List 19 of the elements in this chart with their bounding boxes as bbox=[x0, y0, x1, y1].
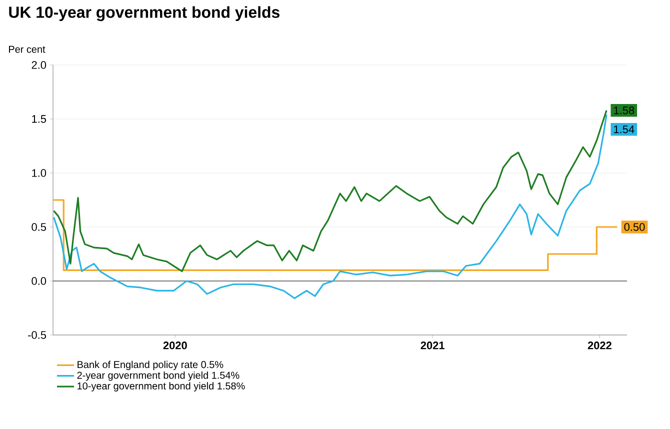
line-series bbox=[52, 110, 608, 272]
y-tick-label: 1.5 bbox=[32, 115, 46, 123]
y-tick-label: 0.5 bbox=[32, 223, 46, 231]
data-label: 0.50 bbox=[624, 223, 645, 231]
y-tick-label: 1.0 bbox=[32, 169, 46, 177]
y-tick-label: 2.0 bbox=[32, 61, 46, 69]
chart-title: UK 10-year government bond yields bbox=[9, 6, 280, 22]
x-tick-label: 2021 bbox=[420, 342, 444, 350]
line-series bbox=[52, 114, 608, 300]
y-axis-title: Per cent bbox=[9, 46, 46, 53]
y-tick-label: 0.0 bbox=[32, 277, 46, 285]
x-tick-label: 2020 bbox=[163, 342, 187, 350]
x-tick-label: 2022 bbox=[588, 342, 612, 350]
legend-label: 2-year government bond yield 1.54% bbox=[77, 371, 240, 381]
data-label: 1.54 bbox=[614, 126, 634, 134]
legend-label: 10-year government bond yield 1.58% bbox=[78, 382, 245, 392]
legend-label: Bank of England policy rate 0.5% bbox=[78, 360, 224, 370]
y-tick-label: -0.5 bbox=[28, 331, 46, 339]
data-label: 1.58 bbox=[614, 106, 634, 114]
